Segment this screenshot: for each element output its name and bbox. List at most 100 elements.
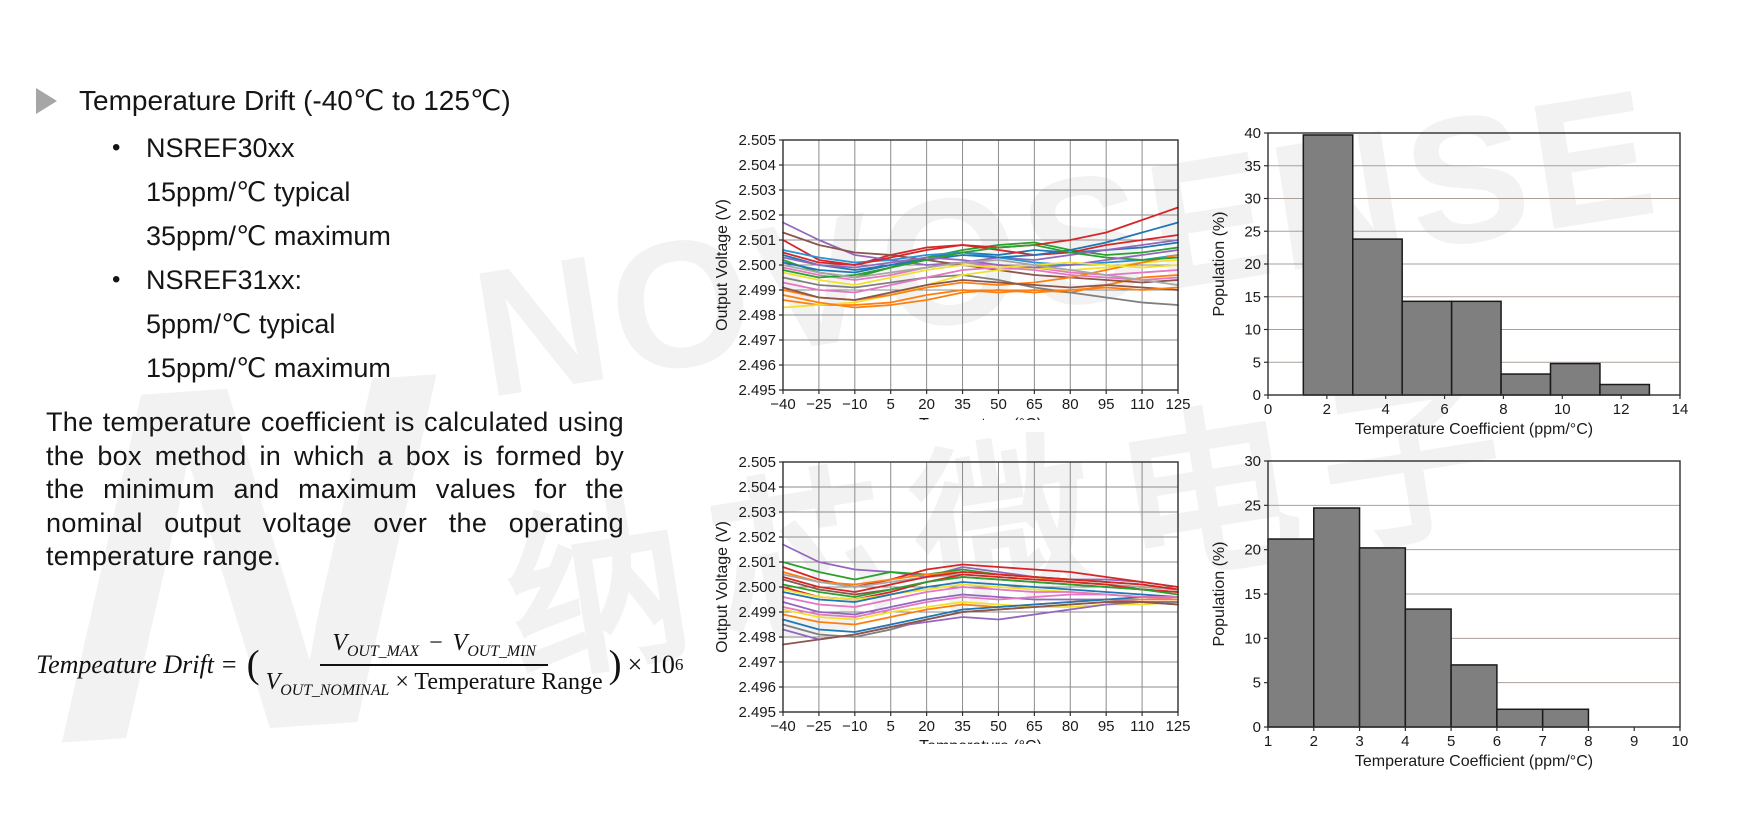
formula-lhs: Tempeature Drift: [36, 649, 214, 679]
formula-den-sub: OUT_NOMINAL: [280, 681, 390, 699]
triangle-bullet-icon: [36, 87, 57, 114]
svg-text:2.499: 2.499: [738, 282, 776, 299]
svg-text:2.495: 2.495: [738, 704, 776, 721]
svg-text:2.498: 2.498: [738, 629, 776, 646]
bullet-subline: 35ppm/℃ maximum: [112, 214, 391, 258]
bullet-text: NSREF30xx: [146, 132, 295, 163]
svg-text:20: 20: [1244, 542, 1261, 559]
svg-text:25: 25: [1244, 497, 1261, 514]
svg-text:10: 10: [1554, 401, 1571, 418]
formula-close-paren: ): [608, 643, 622, 687]
chart-tempco-histogram-nsref30xx: 0 2 4 6 8 10 12 14 0 5 10 15 20 25 30 35 40 Temperature C…: [1190, 113, 1745, 453]
bullet-text: 5ppm/℃ typical: [146, 308, 336, 339]
page-title: Temperature Drift (-40℃ to 125℃): [79, 85, 511, 116]
svg-text:4: 4: [1401, 733, 1409, 750]
svg-text:2.498: 2.498: [738, 307, 776, 324]
svg-text:110: 110: [1130, 396, 1154, 413]
formula-num-sub2: OUT_MIN: [467, 642, 536, 660]
bullet-dot: •: [112, 134, 121, 161]
svg-text:65: 65: [1026, 396, 1043, 413]
svg-text:2.502: 2.502: [738, 529, 776, 546]
svg-text:2.501: 2.501: [738, 554, 776, 571]
svg-text:2.505: 2.505: [738, 132, 776, 149]
svg-text:30: 30: [1244, 191, 1261, 208]
svg-text:8: 8: [1584, 733, 1592, 750]
formula-denominator: VOUT_NOMINAL × Temperature Range: [264, 666, 605, 700]
svg-text:110: 110: [1130, 718, 1154, 735]
svg-text:2.497: 2.497: [738, 332, 776, 349]
formula-open-paren: (: [246, 643, 260, 687]
svg-text:50: 50: [990, 718, 1007, 735]
formula-num-v2: V: [452, 630, 468, 656]
svg-text:35: 35: [954, 396, 971, 413]
svg-text:9: 9: [1630, 733, 1638, 750]
svg-text:0: 0: [1253, 387, 1261, 404]
svg-text:65: 65: [1026, 718, 1043, 735]
svg-text:−25: −25: [806, 396, 831, 413]
formula-equals: =: [221, 649, 237, 679]
svg-text:5: 5: [1253, 675, 1261, 692]
svg-text:10: 10: [1244, 630, 1261, 647]
svg-text:2.502: 2.502: [738, 207, 776, 224]
svg-text:125: 125: [1165, 396, 1190, 413]
description-paragraph: The temperature coefficient is calculate…: [46, 407, 624, 571]
svg-text:Temperature Coefficient (ppm/°: Temperature Coefficient (ppm/°C): [1355, 753, 1593, 770]
formula-times-ten: × 10: [627, 649, 675, 679]
svg-text:2.497: 2.497: [738, 654, 776, 671]
svg-text:−10: −10: [842, 396, 867, 413]
svg-text:30: 30: [1244, 453, 1261, 470]
svg-text:Temperature Coefficient (ppm/°: Temperature Coefficient (ppm/°C): [1355, 421, 1593, 438]
svg-text:5: 5: [887, 396, 895, 413]
svg-text:Output Voltage (V): Output Voltage (V): [714, 521, 731, 653]
formula-num-sub1: OUT_MAX: [347, 642, 420, 660]
formula-den-rest: × Temperature Range: [395, 668, 603, 695]
hist-nsref30xx-svg: 0 2 4 6 8 10 12 14 0 5 10 15 20 25 30 35 40 Temperature C…: [1211, 125, 1688, 438]
svg-text:5: 5: [1447, 733, 1455, 750]
chart-output-voltage-nsref30xx: −40 −25 −10 5 20 35 50 65 80 95 110 125 2.495 2.496 2.…: [700, 120, 1200, 433]
svg-text:Temperature (°C): Temperature (°C): [919, 738, 1042, 744]
svg-text:0: 0: [1264, 401, 1272, 418]
svg-text:35: 35: [954, 718, 971, 735]
svg-text:10: 10: [1672, 733, 1689, 750]
svg-text:0: 0: [1253, 719, 1261, 736]
svg-text:2: 2: [1310, 733, 1318, 750]
bullet-subline: 15ppm/℃ typical: [112, 170, 391, 214]
chart-output-voltage-nsref31xx: −40 −25 −10 5 20 35 50 65 80 95 110 125 2.495 2.496 2.…: [700, 444, 1200, 755]
svg-text:4: 4: [1382, 401, 1390, 418]
bullet-item: • NSREF31xx:: [112, 258, 391, 302]
svg-text:10: 10: [1244, 322, 1261, 339]
svg-text:Temperature (°C): Temperature (°C): [919, 416, 1042, 420]
bullet-dot: •: [112, 266, 121, 293]
lines-nsref30xx-svg: −40 −25 −10 5 20 35 50 65 80 95 110 125 2.495 2.496 2.…: [714, 132, 1191, 433]
svg-text:2.504: 2.504: [738, 157, 776, 174]
svg-text:15: 15: [1244, 289, 1261, 306]
lines-nsref31xx-svg: −40 −25 −10 5 20 35 50 65 80 95 110 125 2.495 2.496 2.…: [714, 454, 1191, 755]
svg-text:80: 80: [1062, 718, 1079, 735]
svg-text:Population (%): Population (%): [1211, 212, 1228, 317]
svg-text:3: 3: [1355, 733, 1363, 750]
bullet-item: • NSREF30xx: [112, 126, 391, 170]
svg-text:5: 5: [1253, 354, 1261, 371]
svg-text:−40: −40: [770, 396, 795, 413]
svg-text:−40: −40: [770, 718, 795, 735]
bullet-subline: 5ppm/℃ typical: [112, 302, 391, 346]
svg-text:40: 40: [1244, 125, 1261, 142]
svg-text:2.505: 2.505: [738, 454, 776, 471]
svg-text:2.495: 2.495: [738, 382, 776, 399]
formula-minus: −: [429, 630, 443, 656]
svg-text:35: 35: [1244, 158, 1261, 175]
bullet-text: 35ppm/℃ maximum: [146, 220, 391, 251]
svg-text:−25: −25: [806, 718, 831, 735]
svg-text:Population (%): Population (%): [1211, 542, 1228, 647]
svg-text:7: 7: [1538, 733, 1546, 750]
svg-text:6: 6: [1493, 733, 1501, 750]
formula-den-v: V: [265, 668, 281, 695]
svg-text:125: 125: [1165, 718, 1190, 735]
svg-text:2.496: 2.496: [738, 679, 776, 696]
svg-text:50: 50: [990, 396, 1007, 413]
formula-fraction: VOUT_MAX − VOUT_MIN VOUT_NOMINAL × Tempe…: [264, 630, 605, 700]
svg-text:80: 80: [1062, 396, 1079, 413]
svg-text:2.503: 2.503: [738, 182, 776, 199]
svg-text:1: 1: [1264, 733, 1272, 750]
